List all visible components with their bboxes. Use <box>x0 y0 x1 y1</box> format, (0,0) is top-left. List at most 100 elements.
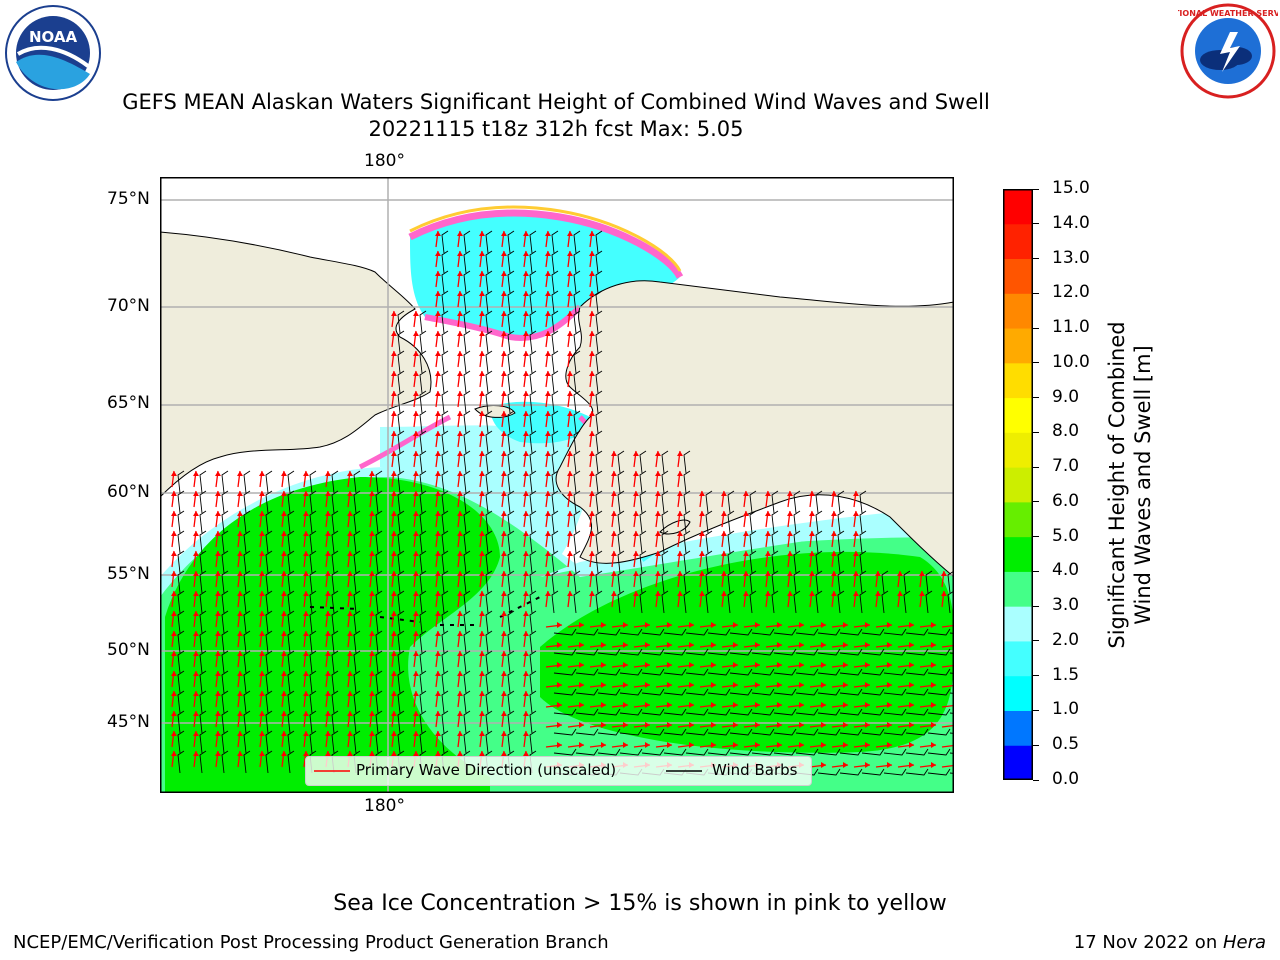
wave-arrow-head <box>853 511 859 516</box>
wind-barb <box>837 590 845 614</box>
wind-barb <box>441 690 449 714</box>
wave-arrow-head <box>645 642 650 648</box>
wave-arrow-head <box>611 451 617 456</box>
wave-arrow-head <box>369 691 375 696</box>
wind-barb <box>861 768 885 776</box>
wave-arrow-head <box>733 682 738 688</box>
wind-barb <box>905 668 929 676</box>
wave-arrow-head <box>501 451 507 456</box>
wave-arrow-head <box>171 711 177 716</box>
lat-label-50: 50°N <box>107 640 150 660</box>
wave-arrow-legend-icon <box>314 770 350 772</box>
wave-arrow-head <box>557 742 562 748</box>
colorbar-swatch <box>1003 745 1033 781</box>
wave-arrow-head <box>689 722 694 728</box>
wave-arrow-head <box>193 491 199 496</box>
wind-barb <box>243 530 251 554</box>
wind-barb <box>419 330 427 354</box>
wind-barb <box>331 490 339 514</box>
wind-barb <box>773 708 797 716</box>
wave-arrow-head <box>633 471 639 476</box>
wind-barb <box>441 530 449 554</box>
wind-barb <box>485 410 493 434</box>
wave-arrow-head <box>281 471 287 476</box>
wave-arrow-head <box>479 431 485 436</box>
wave-arrow-head <box>623 622 628 628</box>
wind-barb <box>573 270 581 294</box>
wind-barb <box>529 230 537 254</box>
wave-arrow-head <box>601 642 606 648</box>
legend-wave-direction: Primary Wave Direction (unscaled) <box>356 761 617 779</box>
wave-arrow-head <box>743 551 749 556</box>
colorbar-tick-label: 14.0 <box>1052 212 1090 233</box>
wave-arrow-head <box>435 331 441 336</box>
wave-arrow-head <box>479 451 485 456</box>
wind-barb <box>641 668 665 676</box>
wind-barb <box>243 670 251 694</box>
wind-barb <box>177 550 185 574</box>
wave-arrow-head <box>545 511 551 516</box>
wave-arrow-head <box>369 471 375 476</box>
wind-barb <box>861 728 885 736</box>
wind-barb <box>883 748 907 756</box>
wave-arrow-head <box>193 711 199 716</box>
wind-barb <box>817 668 841 676</box>
wind-barb <box>727 490 735 514</box>
wind-barb <box>463 550 471 574</box>
wind-barb <box>287 610 295 634</box>
wind-barb <box>419 450 427 474</box>
wind-barb <box>375 590 383 614</box>
colorbar <box>1003 189 1033 781</box>
wave-arrow-head <box>699 591 705 596</box>
wind-barb <box>883 728 907 736</box>
wind-barb <box>243 750 251 774</box>
wind-barb <box>573 490 581 514</box>
wind-barb <box>199 490 207 514</box>
wave-arrow-head <box>281 551 287 556</box>
wave-arrow-head <box>479 251 485 256</box>
wave-arrow-head <box>809 571 815 576</box>
wind-barb <box>243 570 251 594</box>
wind-barb <box>419 470 427 494</box>
wave-arrow <box>941 624 954 628</box>
wave-arrow-head <box>171 751 177 756</box>
wave-arrow-head <box>259 551 265 556</box>
wind-barb <box>463 290 471 314</box>
wind-barb <box>177 610 185 634</box>
wave-arrow-head <box>875 591 881 596</box>
wind-barb <box>595 550 603 574</box>
wave-arrow-head <box>567 591 573 596</box>
wind-barb <box>397 610 405 634</box>
wave-arrow-head <box>435 251 441 256</box>
wind-barb <box>683 590 691 614</box>
wave-arrow-head <box>457 291 463 296</box>
wind-barb <box>551 530 559 554</box>
wind-barb <box>463 230 471 254</box>
wave-arrow-head <box>303 691 309 696</box>
wind-barb <box>663 728 687 736</box>
wave-arrow-head <box>667 622 672 628</box>
wave-arrow-head <box>523 431 529 436</box>
wave-arrow-head <box>545 251 551 256</box>
wave-arrow-head <box>799 682 804 688</box>
wind-barb <box>463 330 471 354</box>
wind-barb <box>331 610 339 634</box>
wave-arrow-head <box>413 611 419 616</box>
wind-barb <box>353 650 361 674</box>
wind-barb <box>661 510 669 534</box>
wave-arrow-head <box>303 751 309 756</box>
wind-barb <box>177 750 185 774</box>
wind-barb <box>177 510 185 534</box>
wave-arrow-head <box>325 511 331 516</box>
wave-arrow-head <box>413 711 419 716</box>
wind-barb <box>905 688 929 696</box>
wind-barb <box>309 730 317 754</box>
wave-arrow-head <box>523 611 529 616</box>
wave-arrow-head <box>523 451 529 456</box>
wind-barb <box>553 628 577 636</box>
sea-ice-note: Sea Ice Concentration > 15% is shown in … <box>333 891 947 916</box>
wave-arrow-head <box>413 511 419 516</box>
wave-arrow-head <box>347 591 353 596</box>
colorbar-tick-mark <box>1033 362 1039 364</box>
wind-barb <box>353 510 361 534</box>
